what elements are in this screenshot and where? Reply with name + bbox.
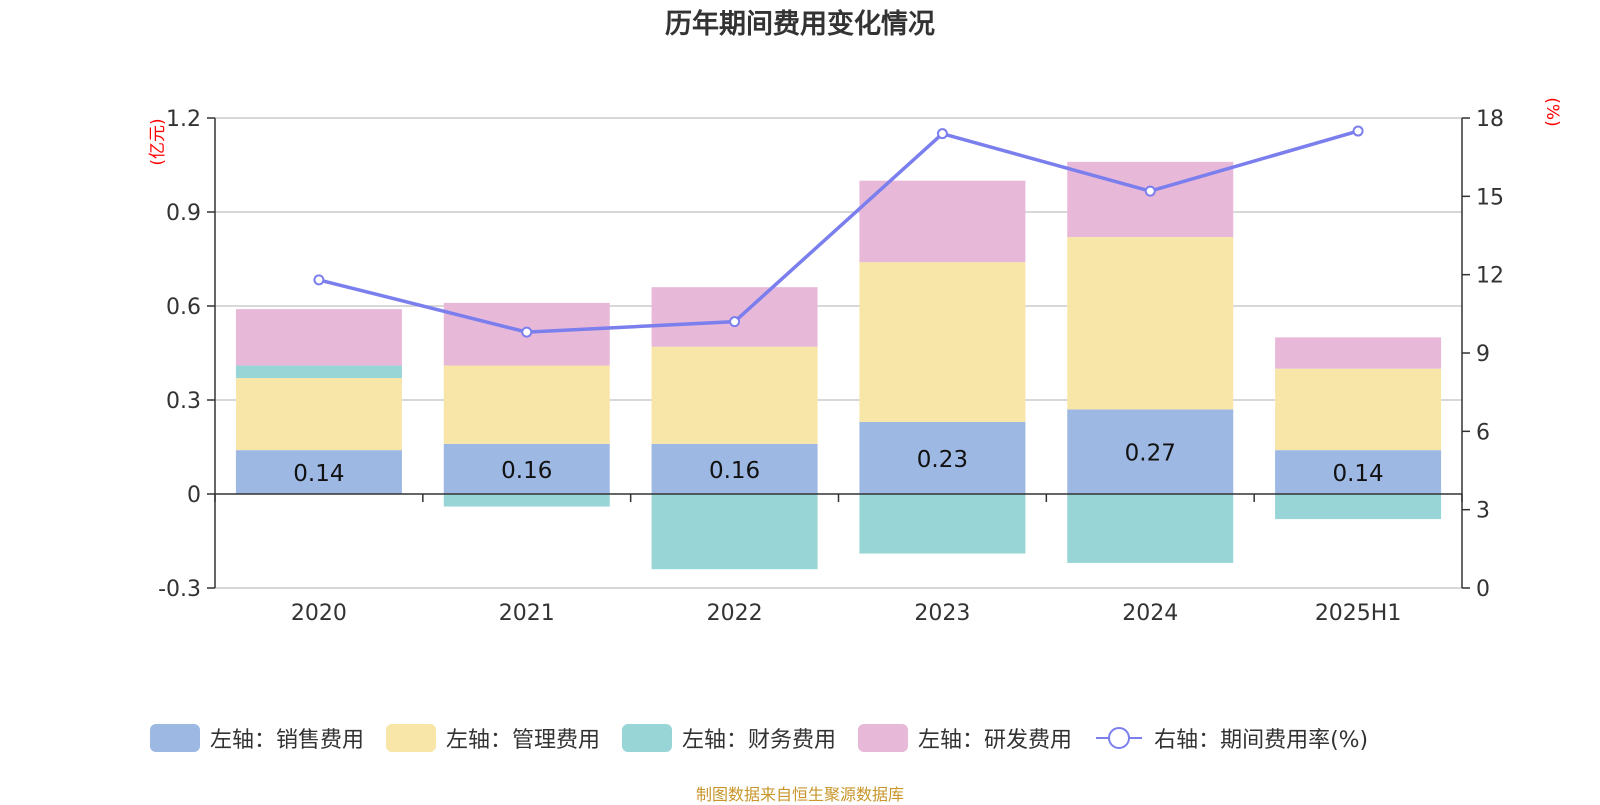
category-label: 2025H1: [1315, 601, 1402, 626]
right-tick-label: 18: [1476, 107, 1504, 132]
bar-segment: [859, 421, 1026, 494]
left-tick-label: 0.6: [166, 295, 201, 320]
legend: 左轴：销售费用 左轴：管理费用 左轴：财务费用 左轴：研发费用 右轴：期间费用率(%): [150, 722, 1390, 754]
legend-swatch: [150, 724, 200, 752]
bar-segment: [1067, 237, 1234, 410]
rate-point: [313, 274, 325, 286]
bar-segment: [1275, 494, 1442, 520]
category-label: 2024: [1122, 601, 1178, 626]
bar-segment: [859, 180, 1026, 263]
right-tick-label: 15: [1476, 185, 1504, 210]
legend-item[interactable]: 右轴：期间费用率(%): [1094, 722, 1368, 754]
bar-segment: [651, 346, 818, 444]
left-tick-label: 0.9: [166, 201, 201, 226]
legend-item[interactable]: 左轴：研发费用: [858, 722, 1072, 754]
source-note: 制图数据来自恒生聚源数据库: [695, 785, 904, 804]
chart-area: 1.2 0.9 0.6 0.3 0 -0.3 18 15 12 9 6 3 0 (亿元) (%) 0.14 0.…: [148, 97, 1562, 626]
bar-segment: [859, 494, 1026, 554]
rate-point: [521, 326, 533, 338]
left-tick-label: 0: [187, 483, 201, 508]
right-tick-label: 0: [1476, 577, 1490, 602]
bar-value-label: 0.14: [1332, 461, 1383, 487]
bar-segment: [1275, 368, 1442, 451]
legend-label: 左轴：管理费用: [446, 728, 601, 753]
bar-segment: [1067, 494, 1234, 563]
legend-label: 右轴：期间费用率(%): [1154, 728, 1369, 753]
bar-segment: [1275, 337, 1442, 369]
bar-segment: [235, 450, 402, 494]
left-axis-unit: (亿元): [148, 118, 168, 165]
bar-segment: [443, 443, 610, 494]
bar-segment: [235, 378, 402, 451]
legend-item[interactable]: 左轴：管理费用: [386, 722, 600, 754]
legend-item[interactable]: 左轴：销售费用: [150, 722, 364, 754]
bar-segment: [1067, 409, 1234, 494]
category-label: 2020: [291, 601, 347, 626]
legend-swatch: [386, 724, 437, 752]
right-tick-label: 6: [1476, 420, 1490, 445]
bar-segment: [651, 494, 818, 570]
category-label: 2023: [914, 601, 970, 626]
bar-value-label: 0.14: [293, 461, 344, 487]
legend-label: 左轴：财务费用: [682, 728, 837, 753]
chart-title: 历年期间费用变化情况: [665, 9, 935, 40]
bar-segment: [651, 443, 818, 494]
left-tick-label: 0.3: [166, 389, 201, 414]
bar-segment: [235, 365, 402, 379]
right-tick-label: 3: [1476, 499, 1490, 524]
right-tick-label: 12: [1476, 264, 1504, 289]
rate-point: [1144, 185, 1156, 197]
category-label: 2022: [707, 601, 763, 626]
bar-value-label: 0.27: [1125, 441, 1176, 467]
rate-line: [318, 129, 1359, 334]
legend-label: 左轴：研发费用: [918, 728, 1073, 753]
bar-segment: [859, 262, 1026, 422]
bar-segment: [443, 365, 610, 444]
bar-value-label: 0.16: [709, 458, 760, 484]
bar-segment: [1275, 450, 1442, 494]
legend-swatch: [858, 724, 909, 752]
legend-item[interactable]: 左轴：财务费用: [622, 722, 836, 754]
category-label: 2021: [499, 601, 555, 626]
bar-segment: [235, 309, 402, 366]
right-tick-label: 9: [1476, 342, 1490, 367]
legend-label: 左轴：销售费用: [210, 728, 365, 753]
bar-segment: [443, 494, 610, 507]
rate-point: [936, 128, 948, 140]
rate-point: [1352, 125, 1364, 137]
bar-value-label: 0.23: [917, 447, 968, 473]
left-tick-label: -0.3: [158, 577, 201, 602]
rate-point: [729, 316, 741, 328]
legend-swatch: [622, 724, 673, 752]
legend-line-swatch: [1096, 727, 1143, 749]
right-axis-unit: (%): [1542, 97, 1562, 126]
left-tick-label: 1.2: [166, 107, 201, 132]
bar-value-label: 0.16: [501, 458, 552, 484]
